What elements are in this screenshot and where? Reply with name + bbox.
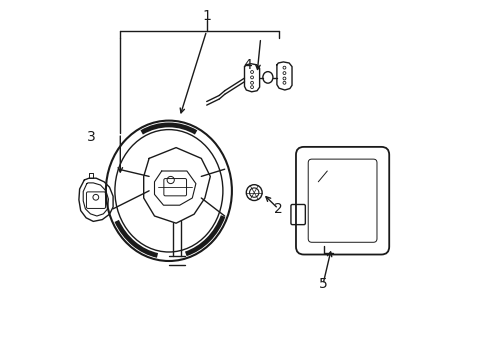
Text: 2: 2 <box>274 202 283 216</box>
Text: 5: 5 <box>319 278 327 291</box>
Text: 1: 1 <box>202 9 211 23</box>
Text: 3: 3 <box>87 130 96 144</box>
Text: 4: 4 <box>243 58 252 72</box>
